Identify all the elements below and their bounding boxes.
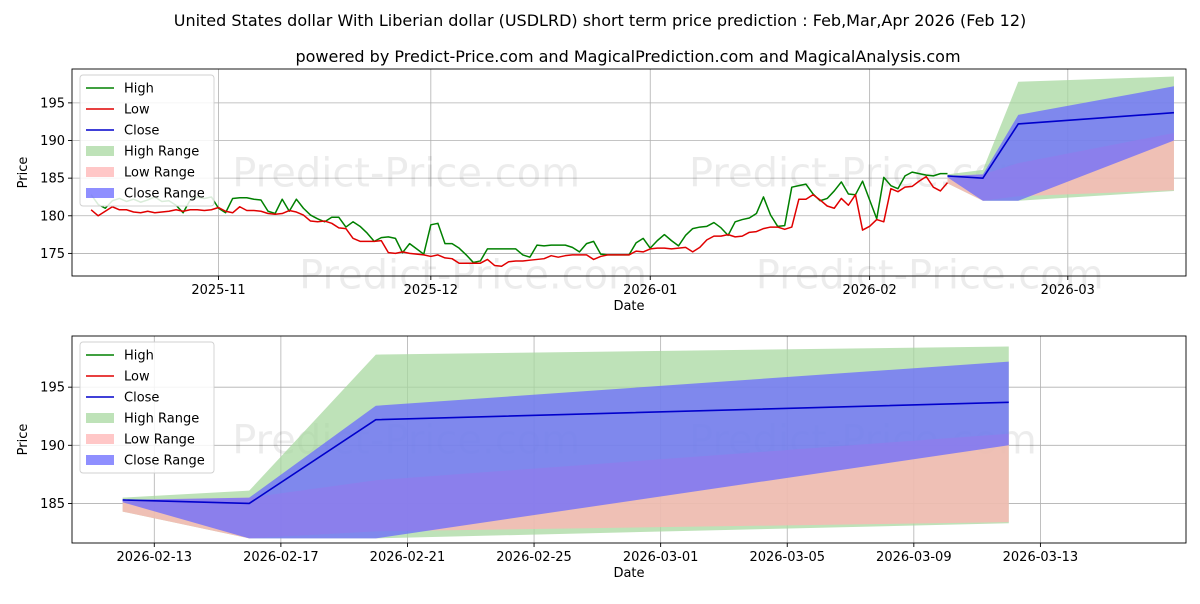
x-tick-label: 2026-01 bbox=[623, 283, 677, 298]
x-tick-label: 2026-03-01 bbox=[623, 550, 699, 565]
watermark: Predict-Price.com bbox=[756, 252, 1104, 298]
legend-label: Close Range bbox=[124, 187, 205, 202]
legend: High Low Close High Range Low Range Close Ran… bbox=[79, 74, 215, 207]
legend-label: High bbox=[124, 82, 154, 97]
chart-title: United States dollar With Liberian dolla… bbox=[174, 11, 1027, 30]
y-tick-label: 185 bbox=[40, 172, 65, 187]
legend: High Low Close High Range Low Range Close Ran… bbox=[79, 341, 215, 474]
low-series-line bbox=[90, 175, 949, 267]
x-tick-label: 2026-03-05 bbox=[749, 550, 825, 565]
legend-label: Low Range bbox=[124, 166, 195, 181]
top-chart-panel: Predict-Price.com Predict-Price.com Predic… bbox=[16, 68, 1187, 314]
x-tick-label: 2025-12 bbox=[404, 283, 458, 298]
legend-swatch-patch bbox=[86, 146, 114, 156]
x-tick-label: 2026-03-09 bbox=[876, 550, 952, 565]
x-axis-label: Date bbox=[613, 299, 644, 314]
legend-swatch-patch bbox=[86, 455, 114, 465]
x-tick-label: 2026-02 bbox=[842, 283, 896, 298]
y-tick-label: 195 bbox=[40, 381, 65, 396]
ticks: 2025-11 2025-12 2026-01 2026-02 2026-03 175 18… bbox=[40, 96, 1095, 298]
x-tick-label: 2026-02-21 bbox=[370, 550, 446, 565]
close-range-band bbox=[122, 361, 1009, 539]
legend-swatch-patch bbox=[86, 167, 114, 177]
close-series-line bbox=[122, 401, 1009, 505]
x-tick-label: 2026-02-25 bbox=[496, 550, 572, 565]
close-series-line bbox=[947, 111, 1175, 179]
high-series-line bbox=[90, 171, 948, 264]
chart-subtitle: powered by Predict-Price.com and Magical… bbox=[295, 47, 960, 66]
y-tick-label: 180 bbox=[40, 209, 65, 224]
x-tick-label: 2026-03 bbox=[1041, 283, 1095, 298]
y-axis-label: Price bbox=[16, 157, 31, 189]
y-axis-label: Price bbox=[16, 424, 31, 456]
y-tick-label: 195 bbox=[40, 96, 65, 111]
axes-frame bbox=[71, 68, 1187, 277]
legend-label: High bbox=[124, 349, 154, 364]
y-tick-label: 190 bbox=[40, 439, 65, 454]
ticks: 2026-02-13 2026-02-17 2026-02-21 2026-02-25… bbox=[40, 381, 1078, 565]
plot-area bbox=[122, 346, 1009, 539]
legend-label: Low Range bbox=[124, 433, 195, 448]
legend-swatch-patch bbox=[86, 413, 114, 423]
legend-label: Close bbox=[124, 124, 159, 139]
close-range-band bbox=[947, 86, 1174, 201]
bottom-chart-panel: Predict-Price.comPredict-Price.com2026-0… bbox=[16, 335, 1187, 581]
watermark-group: Predict-Price.com Predict-Price.com Predic… bbox=[232, 151, 1104, 299]
y-tick-label: 190 bbox=[40, 134, 65, 149]
y-tick-label: 175 bbox=[40, 247, 65, 262]
legend-swatch-patch bbox=[86, 188, 114, 198]
x-axis-label: Date bbox=[613, 566, 644, 581]
legend-label: Low bbox=[124, 370, 150, 385]
plot-area bbox=[90, 76, 1175, 267]
legend-label: Close Range bbox=[124, 454, 205, 469]
legend-label: Close bbox=[124, 391, 159, 406]
axes-frame bbox=[71, 335, 1187, 544]
y-tick-label: 185 bbox=[40, 497, 65, 512]
legend-swatch-patch bbox=[86, 434, 114, 444]
legend-label: Low bbox=[124, 103, 150, 118]
x-tick-label: 2026-02-17 bbox=[243, 550, 319, 565]
legend-label: High Range bbox=[124, 145, 199, 160]
x-tick-label: 2026-03-13 bbox=[1003, 550, 1079, 565]
watermark: Predict-Price.com bbox=[232, 151, 580, 197]
x-tick-label: 2025-11 bbox=[191, 283, 245, 298]
legend-label: High Range bbox=[124, 412, 199, 427]
x-tick-label: 2026-02-13 bbox=[117, 550, 193, 565]
watermark: Predict-Price.com bbox=[299, 252, 647, 298]
